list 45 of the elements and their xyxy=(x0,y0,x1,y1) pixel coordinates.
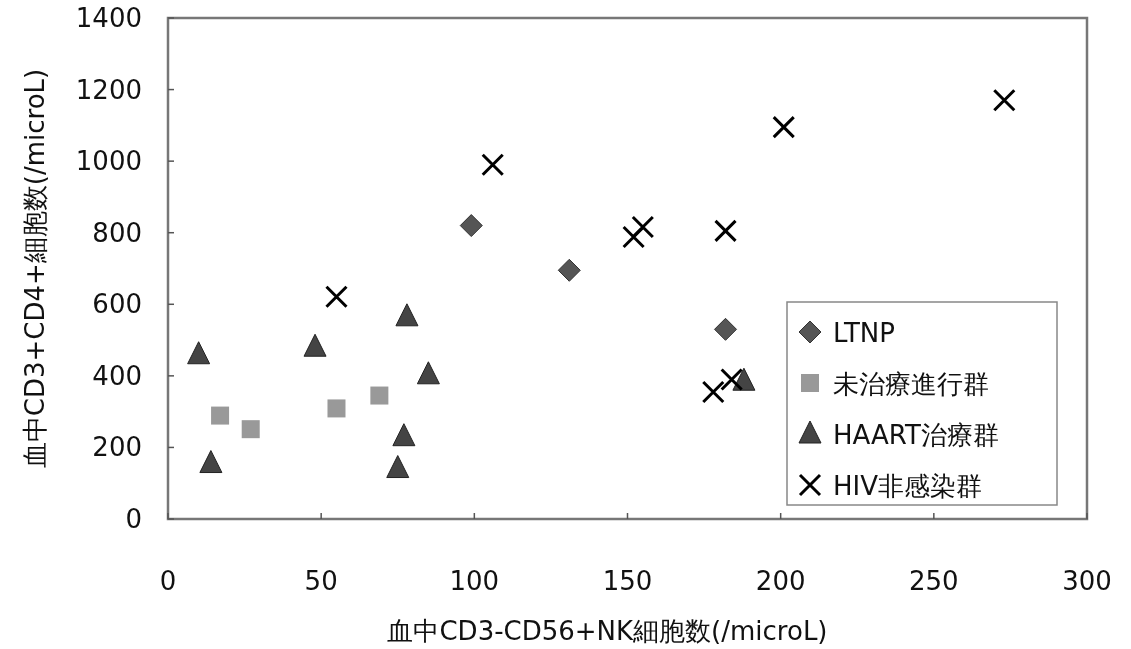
point xyxy=(199,450,223,474)
point xyxy=(481,153,505,177)
legend-label: HIV非感染群 xyxy=(833,471,983,501)
x-tick-label: 100 xyxy=(449,566,500,596)
y-tick-label: 400 xyxy=(92,360,142,391)
point xyxy=(303,333,327,357)
y-tick-label: 200 xyxy=(92,432,142,463)
point xyxy=(622,225,646,249)
y-tick-label: 1200 xyxy=(75,74,142,105)
legend-label: 未治療進行群 xyxy=(833,369,989,399)
point xyxy=(327,399,346,418)
point xyxy=(324,285,348,309)
point xyxy=(720,367,744,391)
point xyxy=(395,303,419,327)
y-tick-label: 800 xyxy=(92,217,142,248)
y-tick-label: 1000 xyxy=(75,146,142,177)
y-tick-label: 0 xyxy=(125,504,142,534)
point xyxy=(459,214,483,238)
point xyxy=(416,361,440,385)
x-tick-label: 250 xyxy=(909,566,959,596)
legend-label: LTNP xyxy=(833,318,895,348)
x-tick-label: 200 xyxy=(755,566,806,596)
point xyxy=(631,215,655,239)
point xyxy=(714,219,738,243)
x-tick-label: 0 xyxy=(159,566,177,596)
point xyxy=(772,115,796,139)
y-tick-label: 1400 xyxy=(75,3,142,33)
x-tick-label: 150 xyxy=(602,566,653,596)
point xyxy=(701,380,725,404)
x-tick-label: 300 xyxy=(1062,566,1112,596)
legend-label: HAART治療群 xyxy=(833,420,999,450)
y-tick-label: 600 xyxy=(92,289,142,320)
point xyxy=(732,367,756,391)
point xyxy=(370,386,389,405)
point xyxy=(386,455,410,479)
point xyxy=(392,423,416,447)
point xyxy=(211,406,230,425)
point xyxy=(992,88,1016,112)
y-axis-title: 血中CD3+CD4+細胞数(/microL) xyxy=(20,68,50,469)
point xyxy=(187,341,211,365)
x-tick-label: 50 xyxy=(304,566,338,596)
point xyxy=(714,317,738,341)
x-axis-title: 血中CD3-CD56+NK細胞数(/microL) xyxy=(387,616,828,646)
point xyxy=(241,420,260,439)
point xyxy=(557,258,581,282)
